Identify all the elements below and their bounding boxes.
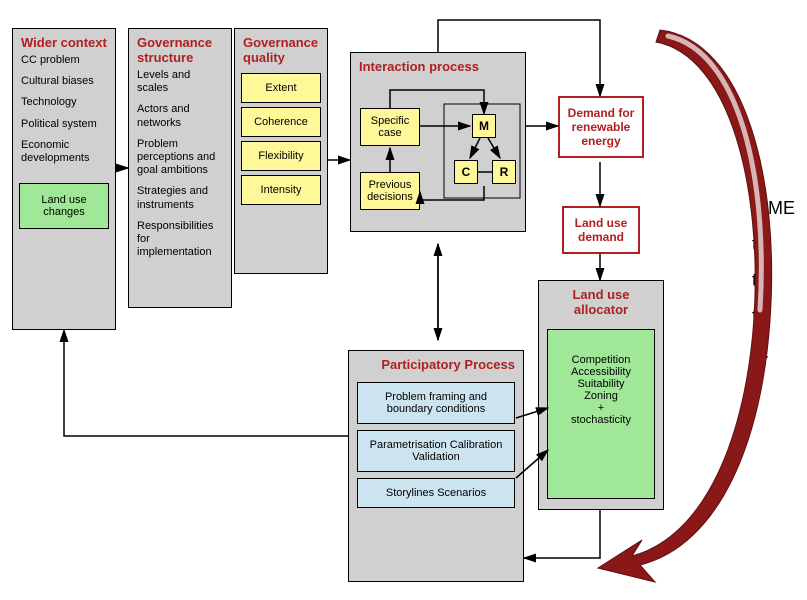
gov-quality-panel: Governance quality Extent Coherence Flex… [234,28,328,274]
gov-struct-item-3: Strategies and instruments [129,185,231,219]
time-arrow-highlight [668,36,761,310]
gov-q-box-3: Intensity [241,175,321,205]
alloc-line-2: Suitability [554,378,648,390]
landuse-demand-box: Land use demand [562,206,640,254]
land-use-changes-box: Land use changes [19,183,109,229]
gov-struct-item-1: Actors and networks [129,103,231,137]
time-t3: t3, [752,298,795,334]
part-box-3: Storylines Scenarios [357,478,515,508]
previous-decisions-box: Previous decisions [360,172,420,210]
allocator-panel: Land use allocator Competition Accessibi… [538,280,664,510]
gov-q-box-0: Extent [241,73,321,103]
part-box-2: Parametrisation Calibration Validation [357,430,515,472]
wider-item-2: Technology [13,96,115,117]
participatory-panel: Participatory Process Problem framing an… [348,350,524,582]
c-box: C [454,160,478,184]
time-block: TIME t1, t2, t3, … [752,190,795,370]
participatory-title: Participatory Process [349,351,523,376]
specific-case-box: Specific case [360,108,420,146]
m-box: M [472,114,496,138]
time-label: TIME [752,190,795,226]
wider-item-0: CC problem [13,54,115,75]
gov-structure-title: Governance structure [129,29,231,69]
time-dots: … [752,334,795,370]
wider-item-4: Economic developments [13,139,115,173]
gov-structure-panel: Governance structure Levels and scales A… [128,28,232,308]
gov-struct-item-0: Levels and scales [129,69,231,103]
alloc-line-0: Competition [554,354,648,366]
alloc-line-1: Accessibility [554,366,648,378]
gov-q-box-2: Flexibility [241,141,321,171]
time-t1: t1, [752,226,795,262]
allocator-title: Land use allocator [539,281,663,321]
wider-context-title: Wider context [13,29,115,54]
gov-q-box-1: Coherence [241,107,321,137]
r-box: R [492,160,516,184]
gov-struct-item-4: Responsibilities for implementation [129,220,231,268]
alloc-line-3: Zoning [554,390,648,402]
wider-item-1: Cultural biases [13,75,115,96]
interaction-title: Interaction process [351,53,525,78]
wider-item-3: Political system [13,118,115,139]
alloc-line-5: stochasticity [554,414,648,426]
gov-struct-item-2: Problem perceptions and goal ambitions [129,138,231,186]
alloc-line-4: + [554,402,648,414]
part-box-1: Problem framing and boundary conditions [357,382,515,424]
allocator-green-box: Competition Accessibility Suitability Zo… [547,329,655,499]
demand-energy-box: Demand for renewable energy [558,96,644,158]
wider-context-panel: Wider context CC problem Cultural biases… [12,28,116,330]
gov-quality-title: Governance quality [235,29,327,69]
time-t2: t2, [752,262,795,298]
